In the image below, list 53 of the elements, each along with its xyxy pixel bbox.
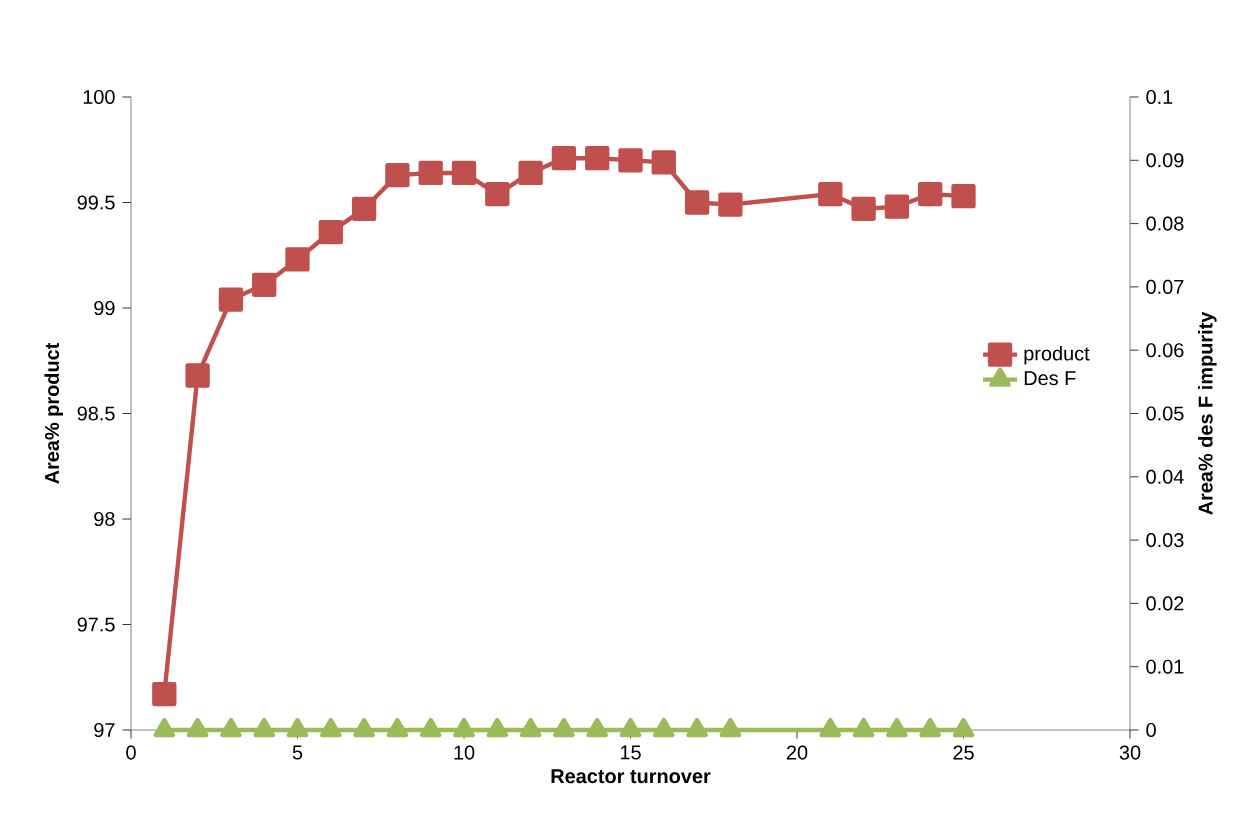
- point: [218, 287, 244, 312]
- y2-tick-label: 0.04: [1146, 469, 1184, 484]
- point: [152, 681, 177, 707]
- x-tick-label: 25: [953, 745, 974, 760]
- point: [684, 190, 710, 215]
- y2-tick-label: 0.07: [1146, 279, 1184, 294]
- point: [451, 160, 477, 186]
- point: [185, 363, 210, 388]
- point: [318, 219, 343, 245]
- point: [951, 184, 976, 209]
- legend-label: Des F: [1024, 371, 1076, 386]
- point: [485, 181, 510, 207]
- y-tick-label: 99: [94, 300, 115, 316]
- y2-tick-label: 0.09: [1146, 153, 1184, 168]
- x-axis-title: Reactor turnover: [551, 769, 711, 784]
- point: [285, 247, 310, 272]
- legend-label: product: [1024, 345, 1090, 365]
- y2-tick-label: 0: [1146, 722, 1156, 738]
- y2-tick-label: 0.05: [1146, 406, 1184, 421]
- y2-tick-label: 0.1: [1146, 89, 1173, 105]
- y2-tick-label: 0.01: [1146, 659, 1184, 674]
- point: [851, 196, 876, 221]
- point: [551, 146, 577, 171]
- y-tick-label: 97: [94, 722, 115, 738]
- y-tick-label: 98.5: [77, 406, 115, 421]
- y2-tick-label: 0.08: [1146, 216, 1184, 231]
- y2-tick-label: 0.06: [1146, 343, 1184, 358]
- point: [518, 160, 543, 186]
- point: [818, 181, 843, 207]
- y2-tick-label: 0.03: [1146, 533, 1184, 548]
- point: [585, 146, 610, 171]
- x-tick-label: 15: [620, 745, 641, 760]
- x-tick-label: 30: [1119, 745, 1141, 760]
- x-tick-label: 10: [454, 745, 475, 760]
- y-tick-label: 97.5: [77, 617, 115, 632]
- point: [418, 160, 443, 186]
- y-axis-title: Area% product: [44, 342, 63, 484]
- x-tick-label: 0: [126, 745, 136, 760]
- y-tick-label: 98: [94, 511, 115, 527]
- x-tick-label: 5: [292, 745, 303, 760]
- point: [252, 272, 277, 297]
- point: [351, 196, 377, 221]
- point: [618, 148, 643, 173]
- y2-axis-title: Area% des F impurity: [1198, 311, 1217, 515]
- y-tick-label: 100: [83, 89, 115, 105]
- x-tick-label: 20: [786, 745, 808, 760]
- point: [651, 150, 676, 175]
- point: [884, 194, 910, 219]
- y-tick-label: 99.5: [77, 195, 115, 210]
- point: [385, 162, 410, 188]
- y2-tick-label: 0.02: [1146, 596, 1184, 611]
- point: [718, 192, 743, 217]
- point: [918, 181, 943, 207]
